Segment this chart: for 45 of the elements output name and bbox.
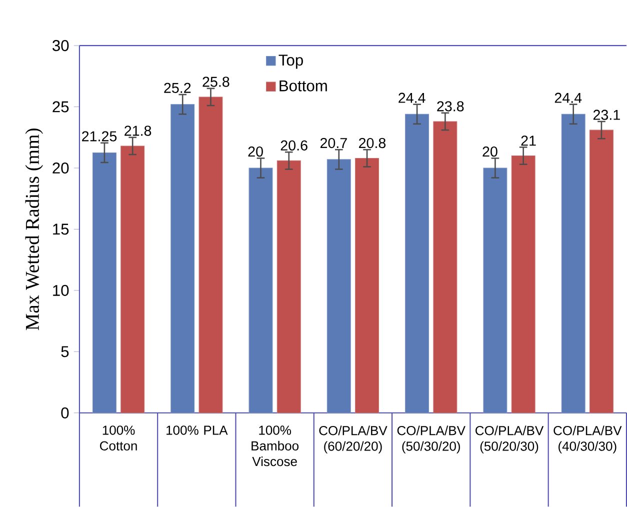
bar [511,155,536,414]
bar [405,114,430,414]
y-tick-label: 30 [52,40,69,52]
bar [198,96,223,414]
bar [120,146,145,414]
y-tick-label: 0 [61,407,69,418]
x-tick-label: CO/PLA/BV (40/30/30) [554,426,622,454]
bar [92,152,116,414]
y-tick-label: 20 [52,162,69,174]
data-label: 21.25 [82,131,117,142]
x-tick-label: 100% PLA [166,426,228,435]
y-tick-label: 10 [53,284,69,296]
y-tick-label: 25 [52,101,69,112]
bar [326,159,351,414]
data-label: 24.4 [554,92,582,103]
data-label: 23.8 [437,101,464,112]
bar [355,158,380,414]
data-label: 21 [521,136,536,146]
data-label: 20 [482,146,498,157]
x-tick-label: CO/PLA/BV (50/20/30) [476,426,544,454]
data-label: 20 [248,146,263,157]
data-label: 25.2 [164,82,191,93]
x-tick-label: 100% Bamboo Viscose [252,426,299,466]
y-tick-label: 15 [53,224,69,235]
x-tick-label: CO/PLA/BV (60/20/20) [319,426,388,454]
data-label: 23.1 [593,110,620,120]
x-tick-label: CO/PLA/BV (50/30/20) [397,426,466,454]
bar [248,168,273,414]
data-label: 25.8 [202,76,230,87]
bar [433,121,458,414]
data-label: 20.6 [280,140,308,150]
data-label: 21.8 [124,126,152,136]
x-tick-label: 100% Cotton [100,426,137,450]
legend-label: Bottom [280,80,327,92]
data-label: 20.7 [320,138,347,148]
bar [483,168,508,414]
data-label: 24.4 [398,92,426,103]
y-tick-label: 5 [61,346,69,358]
y-axis-title: Max Wetted Radius (mm) [25,128,43,330]
bar [170,104,195,414]
bar [589,130,614,414]
bar [276,160,301,414]
bar [561,114,586,414]
legend-label: Top [278,54,303,69]
data-label: 20.8 [359,138,386,148]
